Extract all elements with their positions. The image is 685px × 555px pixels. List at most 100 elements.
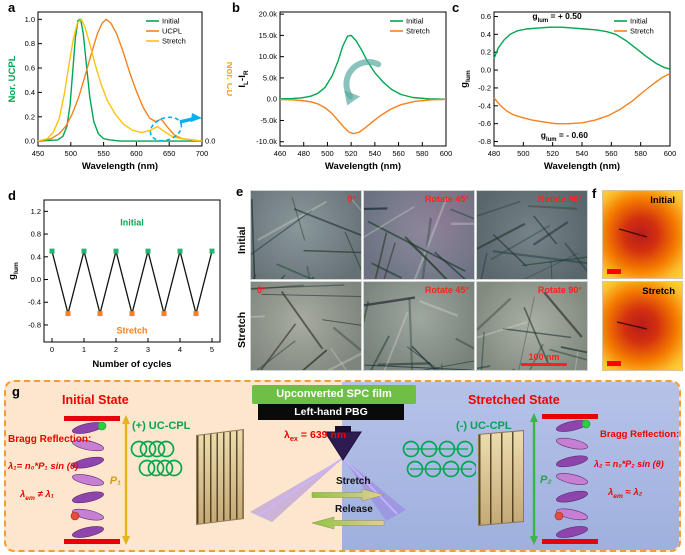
svg-text:550: 550 [97,149,110,158]
panel-a-ucpl-cd-chart: 450 500 550 600 650 700 0.0 0.2 0.4 0.6 0.8 1.0 0.0 N… [6,2,235,179]
bragg-title-right: Bragg Reflection: [600,429,680,440]
svg-text:460: 460 [274,149,287,158]
svg-text:0: 0 [50,345,54,354]
svg-text:10.0k: 10.0k [259,52,278,61]
svg-text:0.0: 0.0 [205,137,215,146]
bragg-title-left: Bragg Reflection: [8,434,92,445]
helix-initial: P₁ [64,415,130,545]
pattern-stretch: Stretch [602,281,683,371]
angle-label: Rotate 45° [424,285,469,295]
fiber-texture [251,284,361,370]
panel-g-scheme: g Upconverted SPC film Left-hand PBG Ini… [4,380,681,552]
ucpl-minus-label: (-) UC-CPL [456,420,512,432]
svg-text:560: 560 [392,149,405,158]
angle-label: Rotate 90° [537,194,582,204]
scale-bar-line [521,363,567,366]
svg-text:Number of cycles: Number of cycles [92,359,171,370]
svg-text:Nor. CD: Nor. CD [224,62,232,97]
fiber-texture [477,291,587,370]
svg-text:0.2: 0.2 [25,112,35,121]
svg-text:P₁: P₁ [110,475,121,487]
svg-text:560: 560 [605,149,618,158]
micrograph-stretch-0deg: 0° [250,281,362,371]
svg-text:450: 450 [32,149,45,158]
svg-text:0.2: 0.2 [481,48,491,57]
svg-text:Stretch: Stretch [630,27,654,36]
svg-text:3: 3 [146,345,150,354]
svg-text:glum: glum [459,70,472,88]
chart-canvas: 460 480 500 520 540 560 580 600 20.0k 15.0k 10.0k 5… [237,10,452,172]
svg-text:glum: glum [7,262,20,280]
scale-bar: 100 nm [521,352,567,366]
spc-film-box: Upconverted SPC film [252,385,416,404]
svg-text:0.0: 0.0 [25,137,35,146]
svg-text:0.8: 0.8 [25,39,35,48]
cpl-coil-right-icon [402,440,476,478]
svg-text:Stretch: Stretch [406,27,430,36]
svg-text:Initial: Initial [120,218,144,228]
svg-text:540: 540 [576,149,589,158]
fiber-texture [364,296,474,370]
fiber-texture [477,200,587,279]
svg-text:-10.0k: -10.0k [256,137,277,146]
e-row-label-initial: Initial [236,226,248,254]
helix-stretched: P₂ [530,413,598,545]
micrograph-stretch-45deg: Rotate 45° [363,281,475,371]
micrograph-initial-90deg: Rotate 90° [476,190,588,280]
svg-text:glum = + 0.50: glum = + 0.50 [532,11,582,24]
panel-letter-f: f [592,186,597,201]
stretch-arrow-icon [311,488,385,502]
angle-label: 0° [257,285,266,295]
svg-text:-0.8: -0.8 [28,320,41,329]
cpl-coil-left-icon [130,440,183,477]
scale-mark [607,361,621,366]
bragg-eq2-right: λem ≈ λ₂ [608,487,643,500]
release-arrow-label: Release [335,504,373,515]
laser-beam-icon [250,426,406,522]
svg-text:500: 500 [65,149,78,158]
svg-text:5.0k: 5.0k [263,73,277,82]
svg-text:2: 2 [114,345,118,354]
svg-text:500: 500 [321,149,334,158]
pattern-label: Initial [650,195,675,206]
svg-text:-0.4: -0.4 [478,101,491,110]
svg-text:0.0: 0.0 [481,66,491,75]
svg-text:520: 520 [345,149,358,158]
svg-text:580: 580 [416,149,429,158]
pattern-initial: Initial [602,190,683,279]
svg-text:580: 580 [634,149,647,158]
panel-d-cycles-chart: 0 1 2 3 4 5 1.2 0.8 0.4 0.0 -0.4 -0.8 Number of cycl… [6,190,232,377]
needle-icon [616,321,648,330]
pbg-box: Left-hand PBG [258,404,404,420]
fiber-texture [364,196,474,279]
svg-text:Wavelength (nm): Wavelength (nm) [544,161,620,172]
svg-text:Wavelength (nm): Wavelength (nm) [325,161,401,172]
chart-canvas: 450 500 550 600 650 700 0.0 0.2 0.4 0.6 0.8 1.0 0.0 N… [7,11,235,172]
bragg-eq1-right: λ₂ = n₀*P₂ sin (θ) [594,459,664,469]
panel-letter-g: g [12,384,20,399]
bragg-eq2-left: λem ≠ λ₁ [20,489,55,502]
svg-text:600: 600 [664,149,677,158]
svg-text:520: 520 [546,149,559,158]
svg-text:5: 5 [210,345,214,354]
panel-letter-e: e [236,184,244,199]
panel-b-cpl-intensity-chart: 460 480 500 520 540 560 580 600 20.0k 15.0k 10.0k 5… [236,2,456,179]
svg-text:IL-IR: IL-IR [237,70,250,88]
fiber-texture [251,197,361,279]
panel-letter-b: b [232,0,240,15]
svg-text:1.0: 1.0 [25,15,35,24]
svg-text:20.0k: 20.0k [259,10,278,19]
svg-text:480: 480 [488,149,501,158]
svg-text:-0.8: -0.8 [478,137,491,146]
scale-bar-label: 100 nm [528,352,560,362]
stretched-state-title: Stretched State [468,393,560,407]
stretch-arrow-label: Stretch [336,476,371,487]
svg-text:UCPL: UCPL [162,27,182,36]
e-row-label-stretch: Stretch [236,311,248,348]
panel-letter-a: a [8,0,16,15]
svg-text:500: 500 [517,149,530,158]
svg-text:480: 480 [297,149,310,158]
svg-text:0.0: 0.0 [31,275,41,284]
panel-letter-d: d [8,188,16,203]
